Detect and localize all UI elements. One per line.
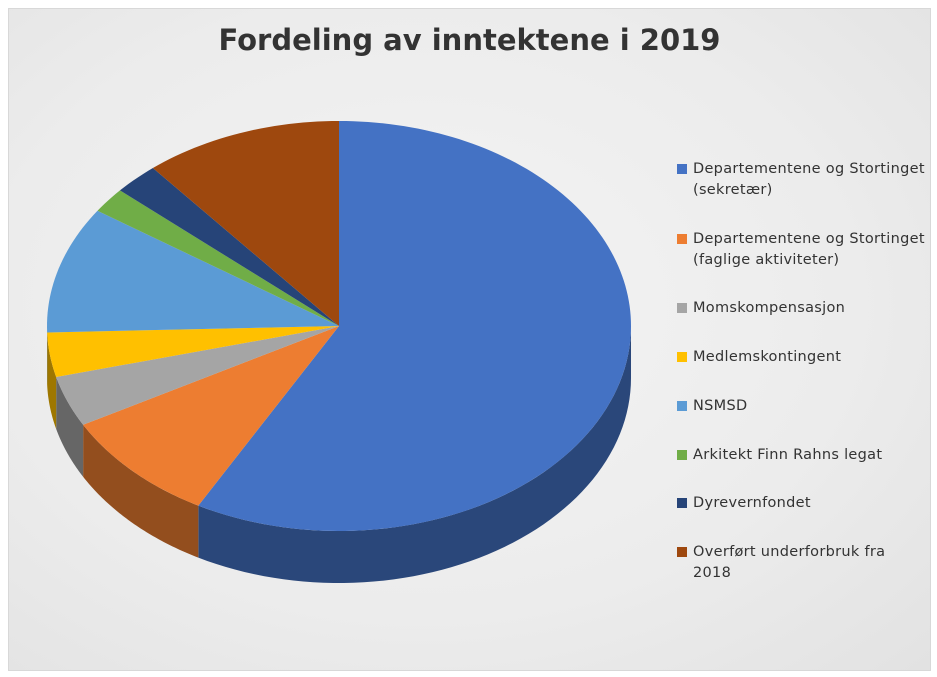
pie-slice — [56, 326, 340, 425]
legend-item: Momskompensasjon — [677, 298, 927, 319]
legend-item: Arkitekt Finn Rahns legat — [677, 445, 927, 466]
legend-item: Departementene og Stortinget (faglige ak… — [677, 229, 927, 271]
pie-slice — [152, 121, 339, 326]
legend-swatch — [677, 352, 687, 363]
pie-slice-side — [56, 376, 84, 477]
legend-item: Overført underforbruk fra 2018 — [677, 542, 927, 584]
legend-item: Medlemskontingent — [677, 347, 927, 368]
legend-item: Departementene og Stortinget (sekretær) — [677, 159, 927, 201]
legend-label: Momskompensasjon — [693, 300, 846, 317]
legend-label: Departementene og Stortinget (faglige ak… — [693, 230, 925, 268]
legend-swatch — [677, 449, 687, 460]
pie-chart — [47, 121, 631, 583]
legend-swatch — [677, 498, 687, 509]
legend-label: Arkitekt Finn Rahns legat — [693, 446, 883, 463]
legend-label: Overført underforbruk fra 2018 — [693, 543, 886, 581]
legend-label: Medlemskontingent — [693, 349, 842, 366]
legend-swatch — [677, 164, 687, 174]
legend-swatch — [677, 546, 687, 557]
pie-slice — [97, 190, 340, 326]
pie-slice — [83, 326, 340, 506]
legend-label: NSMSD — [693, 397, 748, 414]
legend-swatch — [677, 303, 687, 314]
pie-slice — [47, 210, 339, 333]
pie-slice-side — [83, 424, 199, 558]
legend-swatch — [677, 400, 687, 411]
legend-label: Departementene og Stortinget (sekretær) — [693, 161, 925, 198]
pie-slice-side — [198, 326, 631, 583]
chart-title: Fordeling av inntektene i 2019 — [218, 23, 721, 57]
legend-label: Dyrevernfondet — [693, 495, 811, 512]
pie-slice-side — [47, 332, 57, 429]
pie-slice — [198, 121, 631, 531]
chart-frame: Fordeling av inntektene i 2019 Departeme… — [8, 8, 931, 671]
legend-item: Dyrevernfondet — [677, 493, 927, 514]
pie-slice — [47, 326, 339, 377]
legend-item: NSMSD — [677, 396, 927, 417]
legend-swatch — [677, 233, 687, 244]
legend: Departementene og Stortinget (sekretær) D… — [677, 159, 927, 584]
pie-slice — [119, 168, 339, 326]
